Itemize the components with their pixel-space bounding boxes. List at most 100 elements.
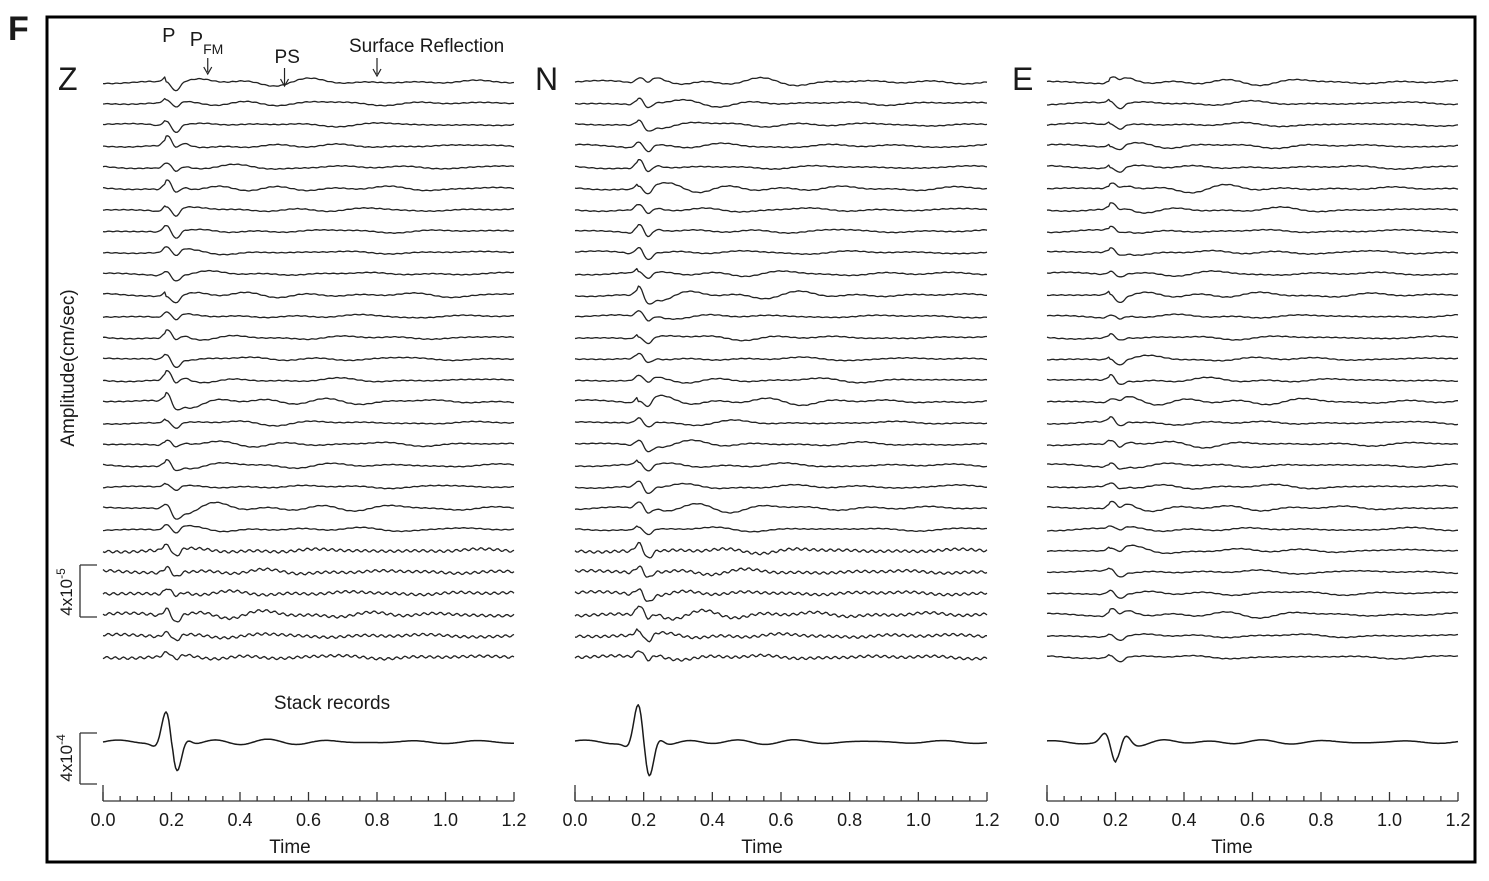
tick-label: 0.2 [631, 810, 656, 830]
tick-label: 1.0 [433, 810, 458, 830]
trace-line [574, 541, 988, 559]
trace-line [102, 501, 515, 520]
tick-label: 0.6 [296, 810, 321, 830]
trace-line [1046, 589, 1459, 599]
trace-line [102, 651, 515, 661]
trace-line [103, 291, 515, 304]
trace-line [1047, 98, 1459, 110]
tick-label: 0.4 [700, 810, 725, 830]
trace-line [574, 119, 988, 132]
trace-line [1046, 270, 1459, 278]
annotation-text: PS [275, 47, 300, 68]
trace-line [1046, 121, 1459, 130]
figure-label: F [8, 10, 29, 48]
tick-label: 0.8 [1308, 810, 1333, 830]
scale-bar-lower: 4x10-4 [54, 732, 97, 785]
trace-line [1046, 654, 1459, 663]
x-axis-label: Time [269, 837, 311, 858]
scale-bar-lower-label: 4x10-4 [54, 734, 76, 782]
trace-line [102, 205, 515, 217]
trace-line [102, 523, 515, 534]
trace-line [102, 370, 515, 384]
tick-label: 0.6 [768, 810, 793, 830]
stack-trace [574, 704, 988, 777]
trace-line [574, 334, 987, 345]
tick-label: 0.4 [227, 810, 252, 830]
trace-line [574, 588, 988, 602]
trace-line [574, 525, 987, 536]
trace-line [574, 97, 987, 109]
tick-label: 0.8 [837, 810, 862, 830]
annotation-text: Surface Reflection [349, 36, 504, 57]
trace-line [102, 482, 514, 491]
component-label: E [1012, 61, 1033, 97]
trace-line [574, 158, 988, 173]
trace-line [574, 459, 988, 472]
trace-line [1046, 607, 1459, 619]
x-axis-label: Time [1211, 837, 1253, 858]
trace-line [1046, 462, 1459, 470]
stack-records-label: Stack records [274, 693, 390, 714]
trace-line [1046, 525, 1458, 533]
trace-line [102, 162, 515, 172]
trace-line [102, 224, 515, 239]
trace-line [574, 352, 988, 364]
stack-trace [102, 711, 514, 772]
tick-label: 0.0 [90, 810, 115, 830]
trace-line [574, 374, 988, 384]
trace-line [1046, 567, 1459, 578]
scale-bar-upper-label: 4x10-5 [54, 568, 76, 616]
trace-line [574, 267, 988, 279]
trace-line [102, 269, 515, 282]
trace-line [102, 543, 515, 557]
annotation-surface-reflection: Surface Reflection [349, 36, 504, 78]
trace-line [102, 353, 515, 368]
annotation-text: P [162, 25, 175, 47]
trace-line [1046, 225, 1458, 234]
annotation-p: P [162, 25, 175, 47]
tick-label: 0.2 [159, 810, 184, 830]
trace-line [574, 480, 988, 495]
trace-line [102, 391, 515, 411]
trace-line [1046, 373, 1459, 385]
trace-line [102, 120, 515, 133]
trace-line [1047, 164, 1459, 173]
component-label: Z [58, 61, 78, 97]
component-label: N [535, 61, 558, 97]
trace-line [102, 329, 515, 341]
trace-line [103, 135, 515, 149]
tick-label: 1.2 [501, 810, 526, 830]
trace-line [574, 605, 988, 621]
trace-line [574, 565, 988, 578]
annotation-ps: PS [275, 47, 300, 88]
tick-label: 0.2 [1103, 810, 1128, 830]
trace-line [1046, 333, 1459, 341]
trace-line [1046, 544, 1459, 555]
tick-label: 0.4 [1171, 810, 1196, 830]
trace-line [574, 439, 988, 453]
tick-label: 1.2 [1445, 810, 1470, 830]
trace-line [1046, 396, 1458, 406]
trace-line [1046, 439, 1459, 449]
trace-line [574, 76, 988, 87]
annotation-pfm: PFM [190, 29, 223, 76]
tick-label: 0.0 [1034, 810, 1059, 830]
x-axis-label: Time [741, 837, 783, 858]
trace-line [102, 311, 515, 321]
trace-line [574, 285, 988, 305]
trace-line [574, 394, 988, 408]
trace-line [574, 501, 988, 514]
trace-line [1046, 313, 1459, 320]
trace-line [103, 246, 515, 257]
tick-label: 1.2 [974, 810, 999, 830]
trace-line [1046, 416, 1459, 427]
trace-line [1046, 354, 1459, 366]
trace-line [102, 588, 515, 598]
panel-n: N 0.0 0.2 0.4 0.6 0.8 1.0 1.2 Time [535, 61, 1000, 858]
trace-line [1046, 633, 1459, 641]
trace-line [102, 630, 515, 642]
tick-label: 0.0 [562, 810, 587, 830]
trace-line [1046, 482, 1459, 490]
tick-label: 0.8 [364, 810, 389, 830]
trace-line [1046, 290, 1459, 304]
